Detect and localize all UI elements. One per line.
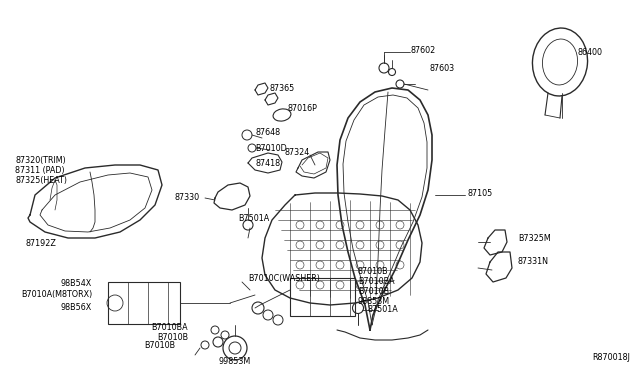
Bar <box>108 282 180 324</box>
Text: 87330: 87330 <box>175 192 200 202</box>
Text: B7010B: B7010B <box>157 334 188 343</box>
Text: 87648: 87648 <box>255 128 280 137</box>
Text: 99853M: 99853M <box>219 357 251 366</box>
Text: B7010D: B7010D <box>255 144 287 153</box>
Text: 98853M: 98853M <box>358 298 390 307</box>
Text: B7010BA: B7010BA <box>358 278 395 286</box>
Text: 87325(HEAT): 87325(HEAT) <box>15 176 67 185</box>
Text: 87324: 87324 <box>285 148 310 157</box>
Text: 87501A: 87501A <box>368 305 399 314</box>
Text: B7010B: B7010B <box>144 340 175 350</box>
Text: 98B56X: 98B56X <box>61 304 92 312</box>
Text: 87365: 87365 <box>270 83 295 93</box>
Text: 87331N: 87331N <box>518 257 549 266</box>
Bar <box>290 278 355 316</box>
Text: 87010B: 87010B <box>358 267 388 276</box>
Text: B7010C(WASHER): B7010C(WASHER) <box>248 273 320 282</box>
Text: B7325M: B7325M <box>518 234 551 243</box>
Text: B7010BA: B7010BA <box>152 324 188 333</box>
Text: 87320(TRIM): 87320(TRIM) <box>15 155 66 164</box>
Text: 87418: 87418 <box>255 158 280 167</box>
Text: 87016P: 87016P <box>288 103 318 112</box>
Text: 87105: 87105 <box>468 189 493 198</box>
Text: B7501A: B7501A <box>238 214 269 222</box>
Text: 87192Z: 87192Z <box>25 238 56 247</box>
Text: B7010B: B7010B <box>358 288 389 296</box>
Text: R870018J: R870018J <box>592 353 630 362</box>
Text: 98B54X: 98B54X <box>61 279 92 289</box>
Text: B7010A(M8TORX): B7010A(M8TORX) <box>20 291 92 299</box>
Text: 87603: 87603 <box>430 64 455 73</box>
Text: 87311 (PAD): 87311 (PAD) <box>15 166 65 174</box>
Text: 87602: 87602 <box>411 45 436 55</box>
Text: 86400: 86400 <box>578 48 603 57</box>
